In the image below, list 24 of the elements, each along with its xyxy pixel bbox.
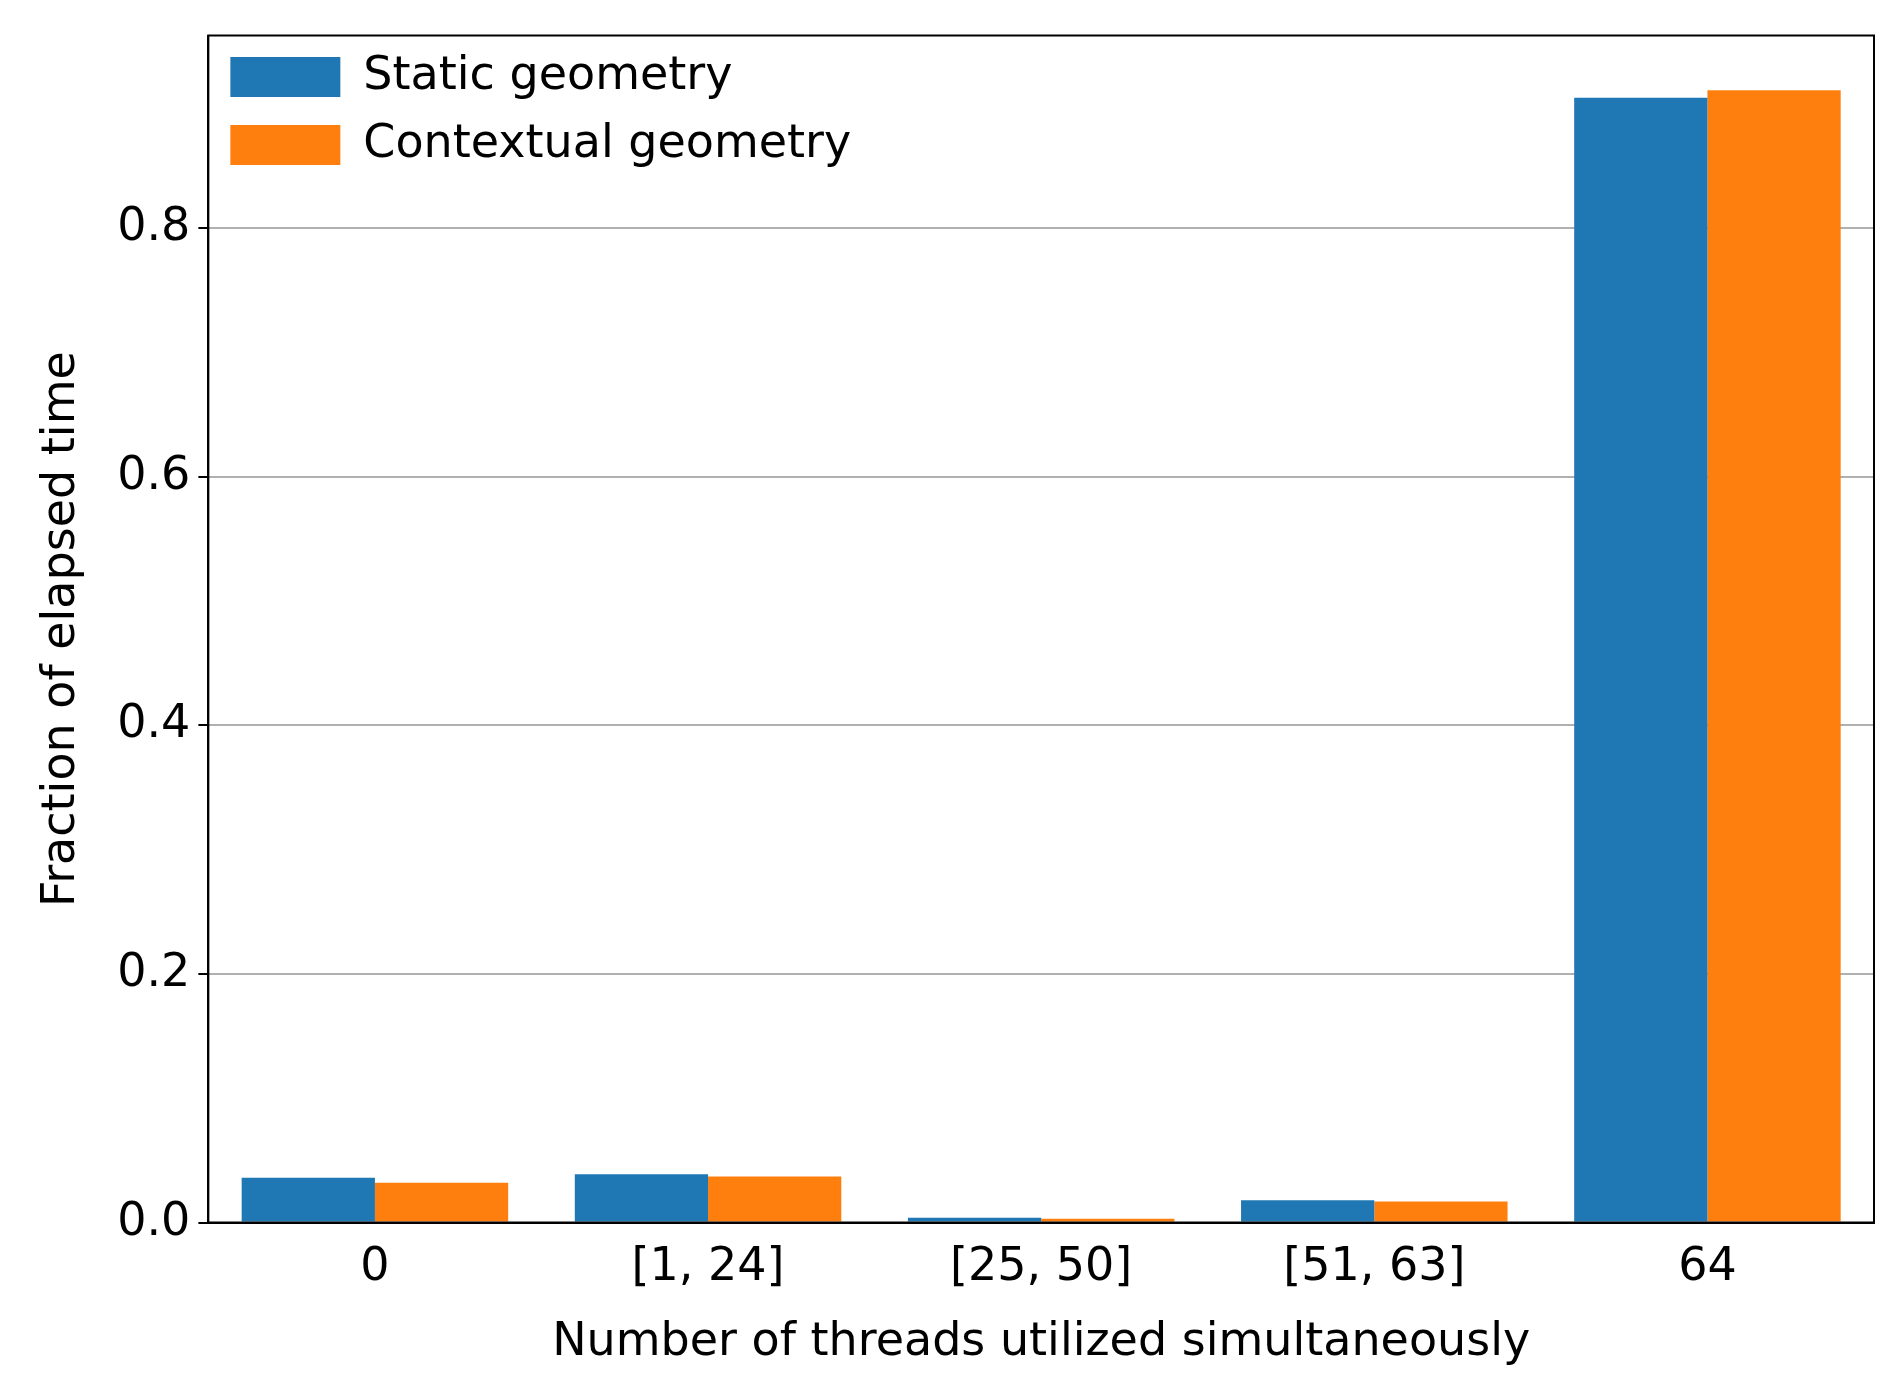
bar xyxy=(708,1176,842,1222)
x-tick-label: [25, 50] xyxy=(950,1237,1133,1292)
bar xyxy=(1574,97,1708,1222)
x-tick-label: [1, 24] xyxy=(631,1237,785,1292)
bar xyxy=(574,1174,709,1222)
x-tick-label: 64 xyxy=(1678,1237,1737,1292)
bar xyxy=(374,1182,509,1222)
y-tick-label: 0.2 xyxy=(117,942,191,997)
y-axis-title: Fraction of elapsed time xyxy=(30,351,85,907)
y-tick-label: 0.8 xyxy=(117,197,191,252)
x-tick-label: [51, 63] xyxy=(1283,1237,1466,1292)
y-tick-label: 0.4 xyxy=(117,694,191,749)
bar xyxy=(1041,1218,1175,1222)
bar xyxy=(1374,1201,1508,1222)
x-tick-label: 0 xyxy=(360,1237,390,1292)
bar xyxy=(1241,1200,1375,1222)
bar xyxy=(241,1177,375,1222)
legend-label: Static geometry xyxy=(363,45,733,100)
y-tick-label: 0.6 xyxy=(117,445,191,500)
y-tick-label: 0.0 xyxy=(117,1191,191,1246)
bar xyxy=(1707,90,1841,1222)
legend-label: Contextual geometry xyxy=(363,113,852,168)
x-axis-title: Number of threads utilized simultaneously xyxy=(552,1312,1531,1367)
bar xyxy=(907,1217,1042,1222)
